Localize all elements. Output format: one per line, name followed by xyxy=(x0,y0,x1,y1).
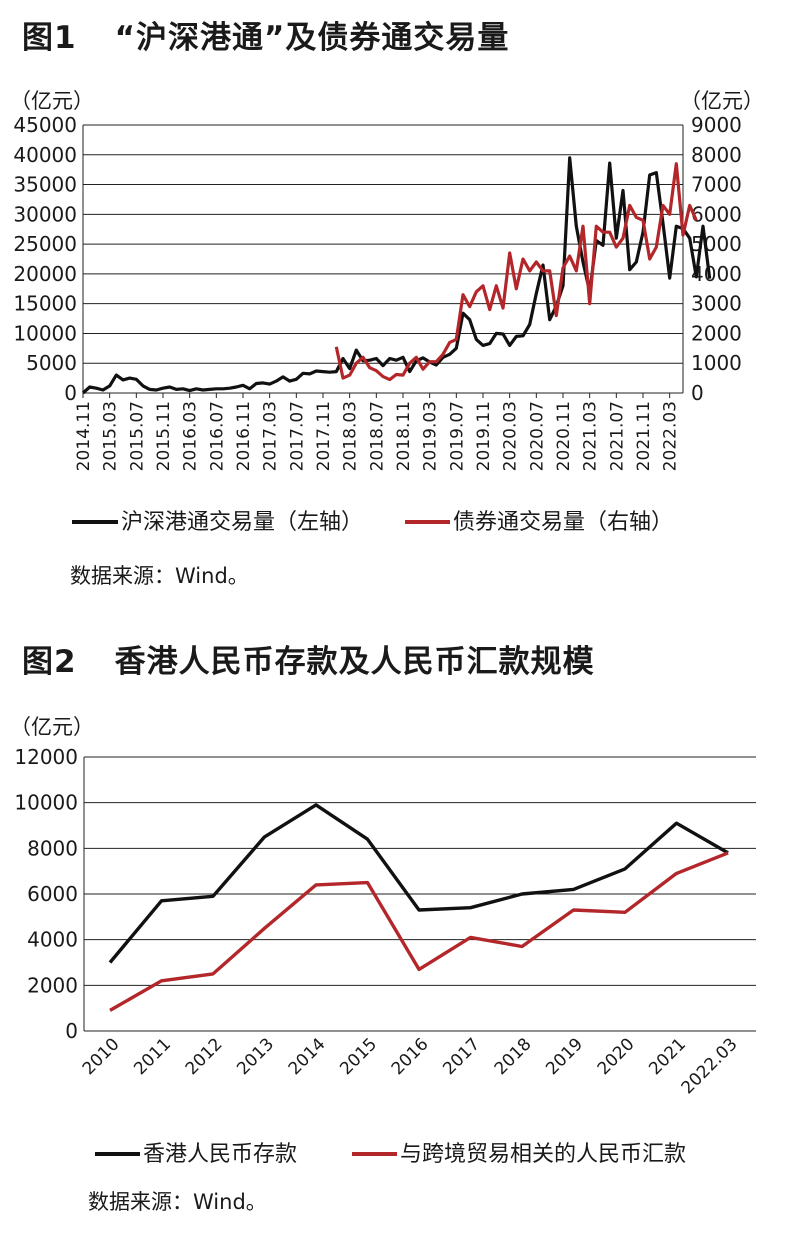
y-tick-label: 6000 xyxy=(27,882,78,906)
legend-label-rmb-remittance: 与跨境贸易相关的人民币汇款 xyxy=(400,1142,686,1167)
x-tick-label: 2016.11 xyxy=(234,401,254,471)
x-tick-label: 2011 xyxy=(130,1034,175,1079)
series-line-rmb-deposits xyxy=(108,803,729,964)
y-tick-label: 2000 xyxy=(27,973,78,997)
x-tick-label: 2022.03 xyxy=(678,1034,742,1098)
x-tick-label: 2017.03 xyxy=(261,401,281,471)
x-tick-label: 2014.11 xyxy=(74,401,94,471)
y-right-tick-label: 4000 xyxy=(691,262,742,286)
y-unit: （亿元） xyxy=(10,715,94,739)
figure-1-source: 数据来源：Wind。 xyxy=(70,564,249,588)
y-left-tick-label: 10000 xyxy=(13,321,77,345)
figure-2-number: 图2 xyxy=(22,644,77,680)
y-left-tick-label: 25000 xyxy=(13,232,77,256)
x-tick-label: 2021 xyxy=(645,1034,690,1079)
x-tick-label: 2022.03 xyxy=(661,401,681,471)
y-right-tick-label: 2000 xyxy=(691,321,742,345)
y-right-tick-label: 9000 xyxy=(691,113,742,137)
legend-label-rmb-deposits: 香港人民币存款 xyxy=(143,1142,297,1167)
figure-1-title-text: “沪深港通”及债券通交易量 xyxy=(114,20,510,56)
figure-2-source: 数据来源：Wind。 xyxy=(88,1190,267,1214)
x-tick-label: 2013 xyxy=(233,1034,278,1079)
x-tick-label: 2020.07 xyxy=(527,401,547,471)
x-tick-label: 2015.07 xyxy=(127,401,147,471)
y-tick-label: 4000 xyxy=(27,928,78,952)
y-right-tick-label: 3000 xyxy=(691,292,742,316)
x-tick-label: 2021.11 xyxy=(634,401,654,471)
x-tick-label: 2012 xyxy=(182,1034,227,1079)
x-tick-label: 2015 xyxy=(336,1034,381,1079)
figure-1-number: 图1 xyxy=(22,20,77,56)
x-tick-label: 2016 xyxy=(388,1034,433,1079)
y-left-tick-label: 45000 xyxy=(13,113,77,137)
y-right-unit: （亿元） xyxy=(680,89,764,113)
series-line-stock-connect xyxy=(81,156,712,395)
x-tick-label: 2010 xyxy=(79,1034,124,1079)
x-tick-label: 2018 xyxy=(491,1034,536,1079)
y-left-unit: （亿元） xyxy=(10,89,94,113)
x-tick-label: 2014 xyxy=(285,1034,330,1079)
x-tick-label: 2020.11 xyxy=(554,401,574,471)
y-left-tick-label: 0 xyxy=(64,381,77,405)
x-tick-label: 2015.11 xyxy=(154,401,174,471)
x-tick-label: 2019 xyxy=(542,1034,587,1079)
x-tick-label: 2017.07 xyxy=(287,401,307,471)
y-right-tick-label: 8000 xyxy=(691,143,742,167)
figure-2-title: 图2 香港人民币存款及人民币汇款规模 xyxy=(22,636,595,681)
legend-label-stock-connect: 沪深港通交易量（左轴） xyxy=(121,510,363,535)
x-tick-label: 2021.03 xyxy=(581,401,601,471)
x-tick-label: 2019.07 xyxy=(447,401,467,471)
x-tick-label: 2021.07 xyxy=(607,401,627,471)
y-tick-label: 10000 xyxy=(14,791,78,815)
x-tick-label: 2020.03 xyxy=(501,401,521,471)
x-tick-label: 2017.11 xyxy=(314,401,334,471)
y-right-tick-label: 7000 xyxy=(691,173,742,197)
x-tick-label: 2016.07 xyxy=(207,401,227,471)
figure-2-title-text: 香港人民币存款及人民币汇款规模 xyxy=(114,644,595,680)
series-line-bond-connect xyxy=(334,162,698,382)
x-tick-label: 2018.11 xyxy=(394,401,414,471)
y-left-tick-label: 40000 xyxy=(13,143,77,167)
legend-label-bond-connect: 债券通交易量（右轴） xyxy=(453,510,673,535)
series-line-rmb-remittance xyxy=(109,851,729,1012)
y-tick-label: 8000 xyxy=(27,836,78,860)
y-left-tick-label: 20000 xyxy=(13,262,77,286)
y-right-tick-label: 0 xyxy=(691,381,704,405)
x-tick-label: 2020 xyxy=(594,1034,639,1079)
x-tick-label: 2015.03 xyxy=(101,401,121,471)
y-left-tick-label: 35000 xyxy=(13,173,77,197)
x-tick-label: 2019.11 xyxy=(474,401,494,471)
x-tick-label: 2016.03 xyxy=(181,401,201,471)
y-tick-label: 12000 xyxy=(14,745,78,769)
y-left-tick-label: 5000 xyxy=(26,351,77,375)
x-tick-label: 2017 xyxy=(439,1034,484,1079)
y-right-tick-label: 6000 xyxy=(691,202,742,226)
figure-1-title: 图1 “沪深港通”及债券通交易量 xyxy=(22,12,509,57)
chart-1-svg: 0500010000150002000025000300003500040000… xyxy=(10,89,764,535)
x-tick-label: 2018.07 xyxy=(367,401,387,471)
x-tick-label: 2019.03 xyxy=(421,401,441,471)
y-tick-label: 0 xyxy=(65,1019,78,1043)
y-left-tick-label: 30000 xyxy=(13,202,77,226)
y-left-tick-label: 15000 xyxy=(13,292,77,316)
y-right-tick-label: 1000 xyxy=(691,351,742,375)
x-tick-label: 2018.03 xyxy=(341,401,361,471)
